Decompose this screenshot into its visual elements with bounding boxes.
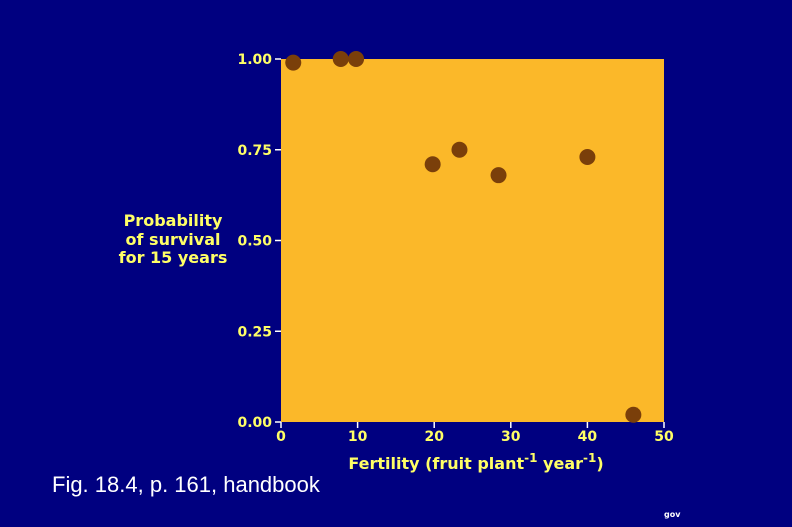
y-axis-title-line-2: of survival xyxy=(126,230,221,249)
y-axis-title: Probability of survival for 15 years xyxy=(119,211,228,267)
data-point xyxy=(579,149,596,166)
data-point xyxy=(348,51,365,67)
x-tick-label: 0 xyxy=(276,429,286,445)
y-axis-title-line-3: for 15 years xyxy=(119,248,228,267)
data-point xyxy=(424,156,441,173)
data-point xyxy=(490,167,507,184)
x-tick-label: 10 xyxy=(348,429,368,445)
x-axis-title-mid: year xyxy=(537,454,583,473)
data-point xyxy=(451,141,468,158)
x-axis-title-base: Fertility (fruit plant xyxy=(348,454,524,473)
y-tick-label: 0.25 xyxy=(237,324,272,340)
y-tick-label: 0.00 xyxy=(237,415,272,431)
x-axis-title-sup2: -1 xyxy=(583,451,596,465)
x-tick-label: 20 xyxy=(424,429,444,445)
x-tick-label: 40 xyxy=(578,429,598,445)
data-point xyxy=(625,406,642,423)
x-tick-label: 50 xyxy=(654,429,674,445)
y-axis: 0.00 0.25 0.50 0.75 1.00 xyxy=(237,52,281,431)
x-axis-title: Fertility (fruit plant-1 year-1) xyxy=(348,451,603,473)
corner-mark: gov xyxy=(664,510,681,519)
y-tick-label: 0.75 xyxy=(237,143,272,159)
x-axis: 0 10 20 30 40 50 xyxy=(276,422,674,445)
figure-caption: Fig. 18.4, p. 161, handbook xyxy=(52,472,320,497)
y-tick-label: 1.00 xyxy=(237,52,272,68)
data-point xyxy=(332,51,349,67)
x-axis-title-sup1: -1 xyxy=(524,451,537,465)
y-axis-title-line-1: Probability xyxy=(124,211,223,230)
data-point xyxy=(285,54,302,71)
y-tick-label: 0.50 xyxy=(237,234,272,250)
plot-area xyxy=(281,59,664,422)
x-axis-title-end: ) xyxy=(596,454,603,473)
data-points xyxy=(285,51,642,423)
x-tick-label: 30 xyxy=(501,429,521,445)
